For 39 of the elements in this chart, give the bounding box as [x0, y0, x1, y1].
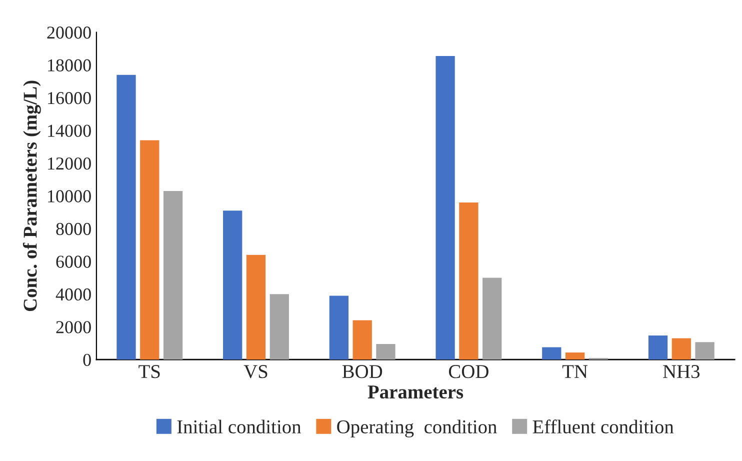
- x-tick-label: BOD: [342, 365, 382, 378]
- x-tick-label: NH3: [663, 365, 700, 378]
- bar: [352, 320, 372, 360]
- bar: [648, 336, 668, 360]
- x-tick-label: COD: [448, 365, 488, 378]
- bar: [140, 140, 160, 360]
- legend-label: Initial condition: [177, 420, 302, 434]
- bar: [482, 278, 502, 360]
- y-axis-title: Conc. of Parameters (mg/L): [22, 80, 41, 312]
- bar: [116, 74, 136, 360]
- bar: [223, 210, 242, 360]
- legend-label: Effluent condition: [532, 420, 674, 434]
- y-tick-label: 0: [83, 354, 91, 366]
- x-tick-label: TS: [138, 365, 160, 378]
- x-tick-label: VS: [244, 365, 268, 378]
- bar: [695, 342, 714, 360]
- x-tick-label: TN: [562, 365, 588, 378]
- y-tick-label: 8000: [56, 222, 91, 236]
- bar: [436, 56, 455, 360]
- y-tick-label: 10000: [48, 190, 91, 202]
- y-tick-label: 4000: [56, 288, 91, 301]
- y-tick-label: 20000: [47, 26, 91, 39]
- bar: [163, 191, 183, 360]
- bar: [542, 347, 562, 360]
- bar: [329, 296, 349, 360]
- y-tick-label: 2000: [56, 321, 91, 334]
- bar: [565, 352, 585, 360]
- y-tick-label: 12000: [48, 157, 91, 170]
- bar: [672, 338, 691, 360]
- bar: [376, 344, 396, 360]
- bar: [459, 202, 478, 360]
- y-tick-label: 6000: [56, 256, 91, 268]
- bar: [246, 254, 266, 360]
- y-tick-label: 18000: [48, 59, 91, 72]
- y-tick-label: 16000: [48, 92, 91, 104]
- x-axis-title: Parameters: [368, 386, 464, 399]
- y-tick-label: 14000: [48, 124, 91, 137]
- bar: [270, 294, 289, 360]
- legend-label: Operating condition: [337, 420, 497, 438]
